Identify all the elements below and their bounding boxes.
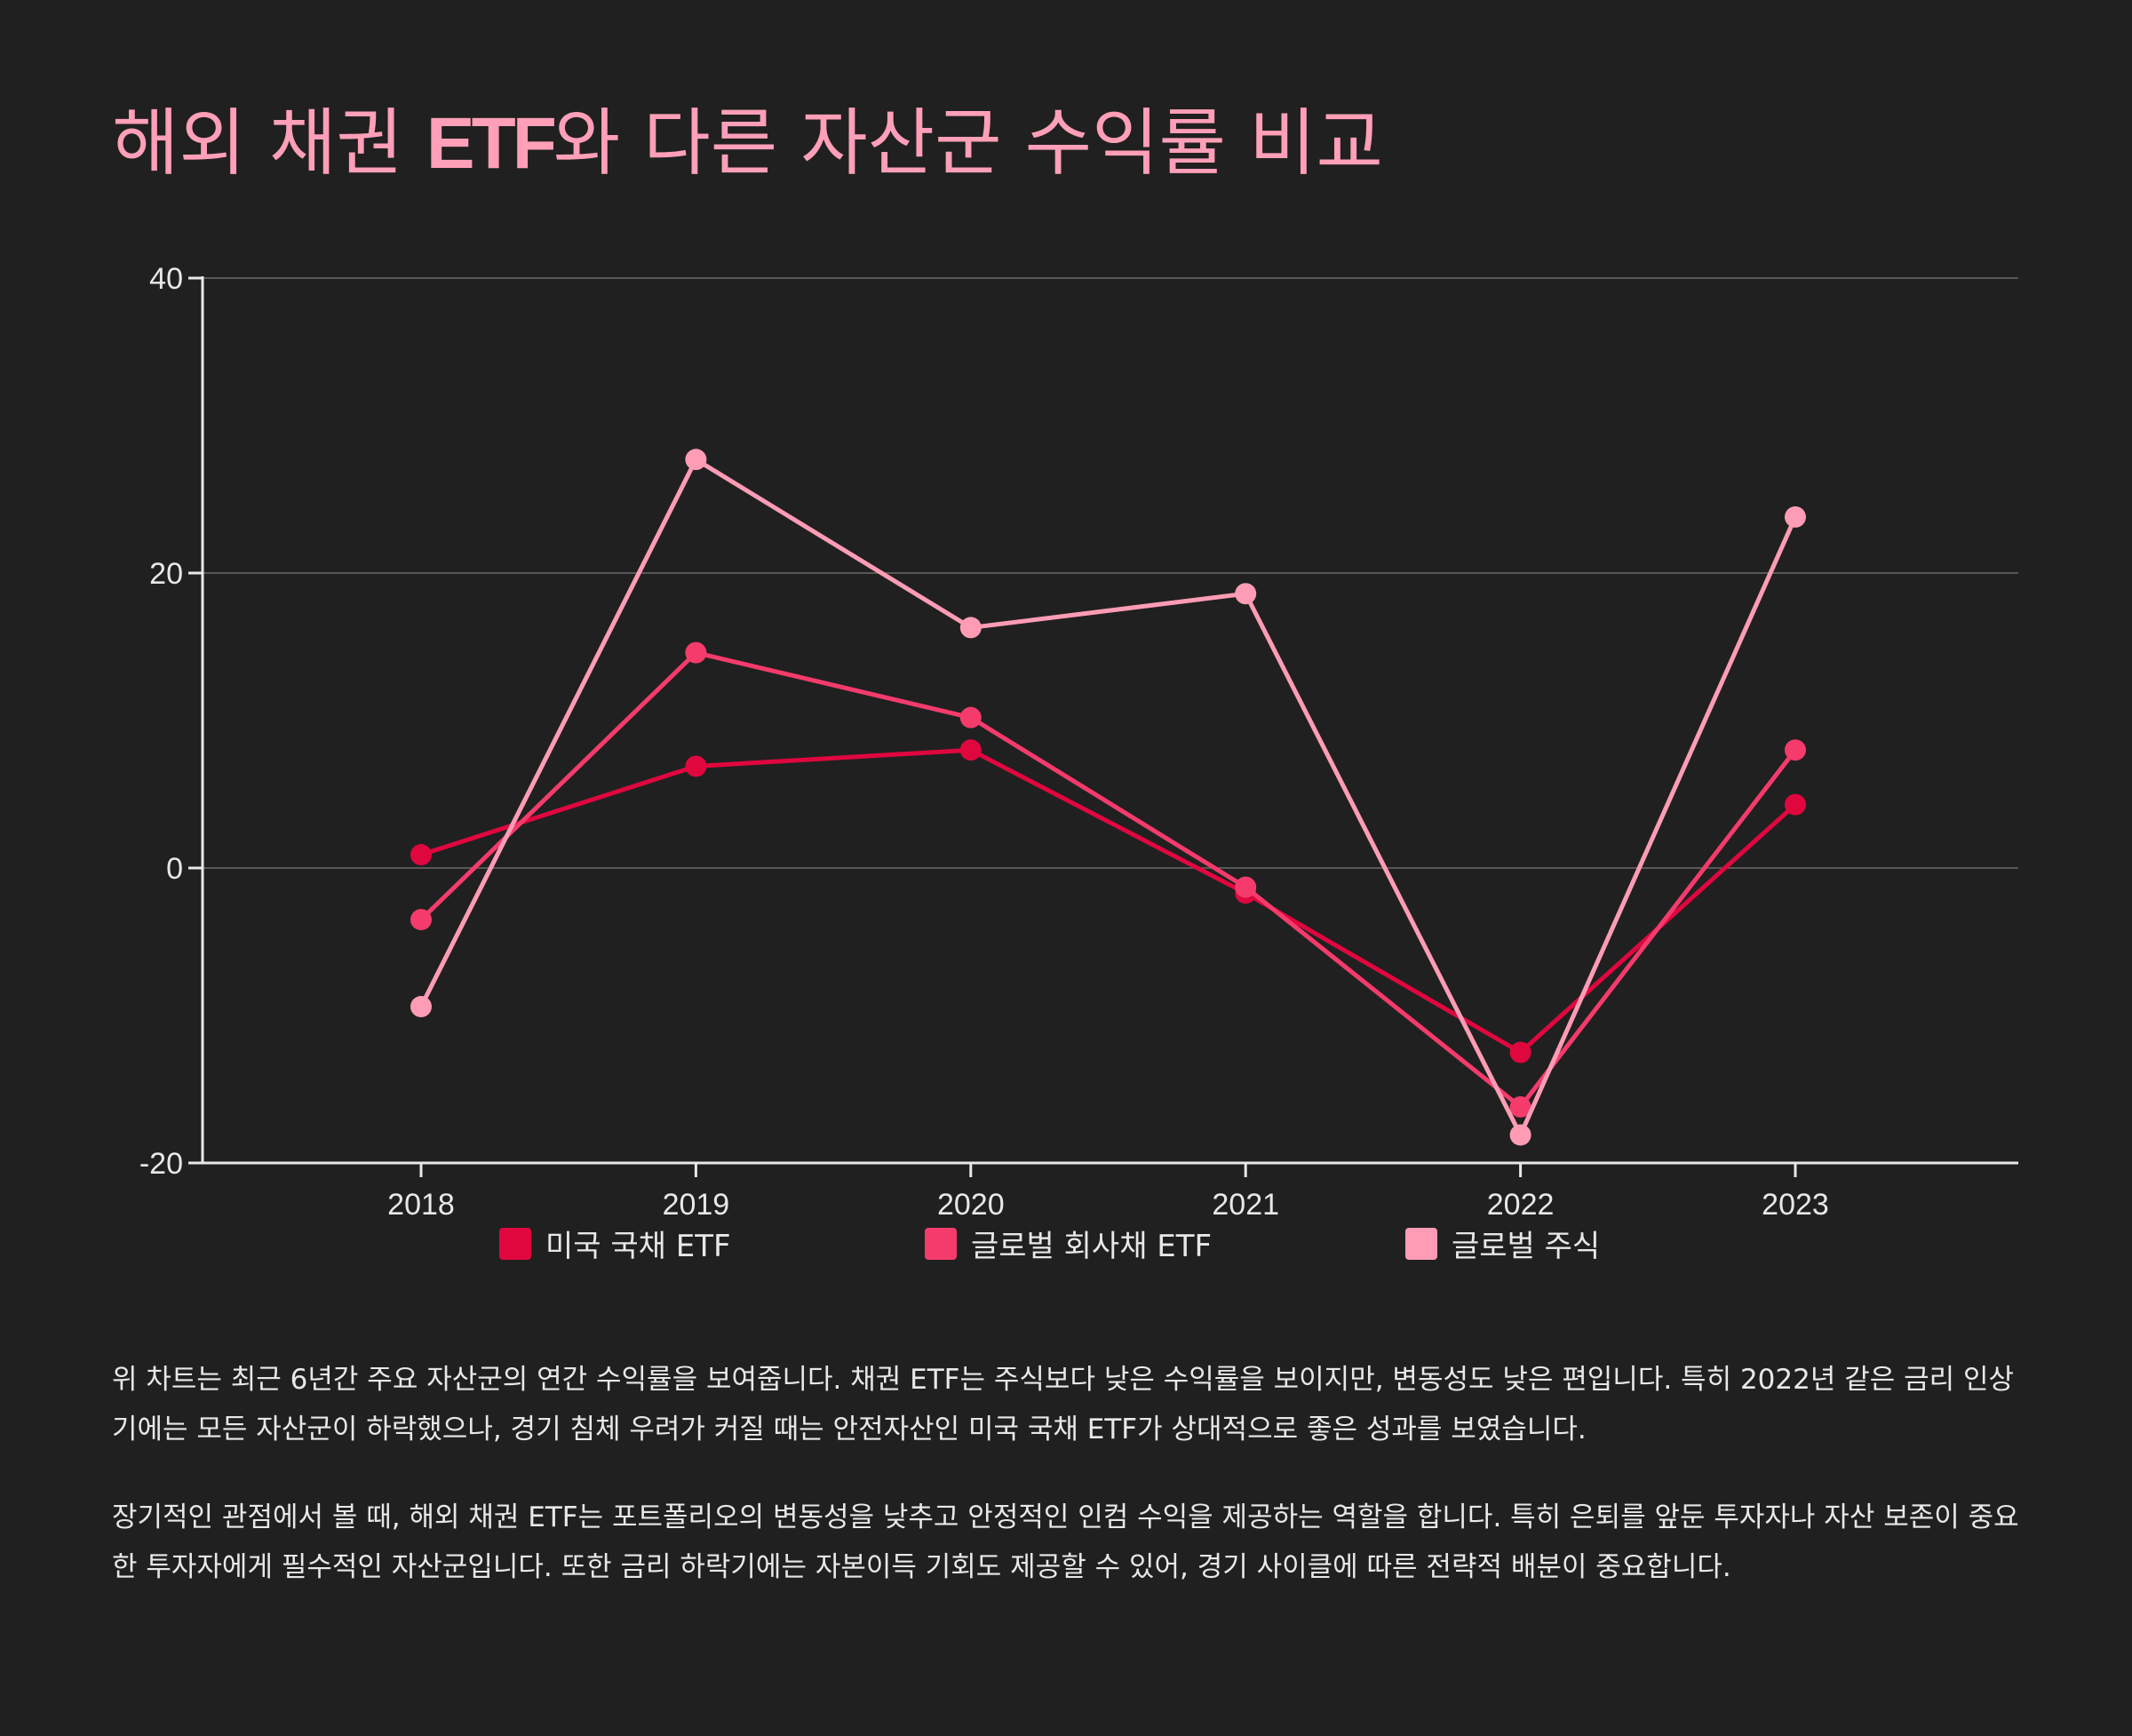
x-tick-label-2019: 2019 (663, 1188, 730, 1222)
legend-label-us-treasury: 미국 국채 ETF (545, 1229, 731, 1264)
legend: 미국 국채 ETF 글로벌 회사채 ETF 글로벌 주식 (0, 1222, 2132, 1264)
x-tick-label-2020: 2020 (937, 1188, 1005, 1222)
y-tick-label-20: 20 (149, 557, 183, 591)
description-paragraph-1: 위 차트는 최근 6년간 주요 자산군의 연간 수익률을 보여줍니다. 채권 E… (112, 1364, 2015, 1445)
data-point-2-2018 (410, 996, 432, 1018)
title-text-2: 와 다른 자산군 수익률 비교 (553, 101, 1383, 186)
y-tick-label-0: 0 (166, 852, 183, 886)
data-point-2-2021 (1235, 583, 1257, 605)
series-line-0 (420, 747, 1797, 1055)
series-0 (410, 739, 1806, 1063)
data-point-2-2020 (959, 617, 982, 639)
series-2 (410, 449, 1806, 1146)
series-lines (410, 449, 1806, 1146)
legend-item-us-treasury[interactable]: 미국 국채 ETF (499, 1222, 731, 1265)
series-1 (410, 641, 1806, 1118)
series-line-2 (418, 457, 1798, 1137)
title-text-1: 해외 채권 (112, 101, 426, 186)
x-tick-label-2023: 2023 (1762, 1188, 1829, 1222)
title-etf: ETF (426, 103, 557, 184)
data-point-0-2023 (1785, 793, 1806, 816)
data-point-0-2022 (1509, 1041, 1531, 1063)
x-tick-label-2018: 2018 (387, 1188, 455, 1222)
data-point-1-2023 (1785, 739, 1806, 761)
legend-swatch-global-equity (1405, 1227, 1437, 1260)
data-point-1-2018 (410, 909, 432, 931)
data-point-2-2023 (1785, 506, 1806, 528)
series-line-1 (419, 650, 1797, 1110)
page-title: 해외 채권 ETF와 다른 자산군 수익률 비교 (112, 100, 1383, 188)
data-point-1-2020 (959, 706, 982, 729)
legend-swatch-global-corporate (925, 1227, 957, 1260)
legend-item-global-equity[interactable]: 글로벌 주식 (1405, 1222, 1600, 1265)
y-tick-label--20: -20 (139, 1147, 183, 1181)
description-paragraph-2: 장기적인 관점에서 볼 때, 해외 채권 ETF는 포트폴리오의 변동성을 낮추… (112, 1501, 2019, 1583)
legend-item-global-corporate[interactable]: 글로벌 회사채 ETF (925, 1222, 1212, 1265)
y-axis-ticks: -20 0 20 40 (139, 262, 203, 1181)
x-axis-ticks: 2018 2019 2020 2021 2022 2023 (387, 1163, 1829, 1222)
axes (201, 276, 2018, 1165)
legend-label-global-equity: 글로벌 주식 (1452, 1229, 1601, 1264)
data-point-0-2019 (685, 755, 707, 777)
data-point-1-2019 (685, 641, 707, 664)
data-point-1-2021 (1235, 876, 1257, 898)
x-tick-label-2021: 2021 (1212, 1188, 1279, 1222)
data-point-0-2020 (959, 739, 982, 761)
y-tick-label-40: 40 (149, 262, 183, 296)
data-point-1-2022 (1509, 1095, 1531, 1118)
data-point-2-2022 (1509, 1124, 1531, 1146)
data-point-0-2018 (410, 844, 432, 866)
x-tick-label-2022: 2022 (1487, 1188, 1555, 1222)
data-point-2-2019 (685, 449, 707, 471)
legend-label-global-corporate: 글로벌 회사채 ETF (971, 1229, 1213, 1264)
legend-swatch-us-treasury (499, 1227, 531, 1260)
grid-lines (203, 277, 2018, 869)
